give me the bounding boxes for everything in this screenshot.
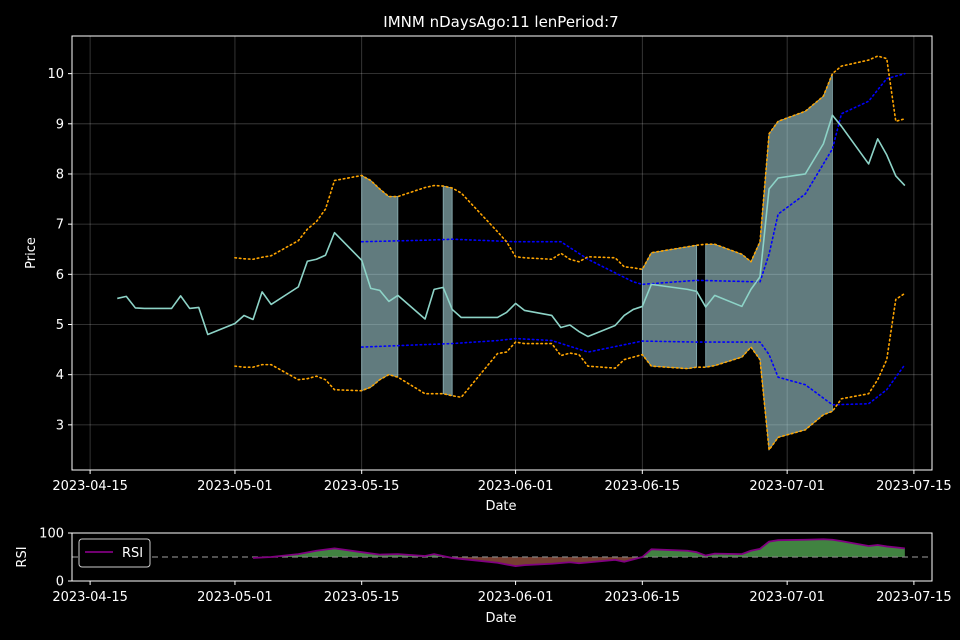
rsi-y-axis-label: RSI	[15, 546, 30, 567]
rsi-area-below	[253, 557, 905, 567]
band-fill	[705, 73, 833, 452]
band-fill	[442, 185, 453, 397]
price-line	[117, 114, 906, 338]
upper-line	[234, 55, 906, 271]
rsi-series	[253, 538, 905, 568]
price-x-tick-label: 2023-07-15	[876, 479, 952, 494]
rsi-x-axis-label: Date	[485, 611, 516, 626]
price-series	[117, 55, 906, 451]
price-y-tick-label: 3	[56, 418, 64, 433]
band-fill	[361, 174, 399, 392]
rsi-y-tick-label: 0	[56, 575, 64, 590]
price-y-axis-label: Price	[24, 237, 39, 269]
rsi-x-tick-label: 2023-04-15	[52, 590, 128, 605]
price-x-tick-label: 2023-07-01	[749, 479, 825, 494]
band-fill	[641, 244, 698, 370]
price-y-tick-label: 9	[56, 117, 64, 132]
price-x-tick-label: 2023-06-01	[478, 479, 554, 494]
price-y-tick-label: 8	[56, 167, 64, 182]
price-y-ticks: 3 4 5 6 7 8 9 10	[47, 67, 72, 433]
rsi-area-above	[253, 539, 905, 557]
price-x-tick-label: 2023-04-15	[52, 479, 128, 494]
price-plot-frame	[71, 35, 933, 471]
price-y-tick-label: 10	[47, 67, 64, 82]
price-x-tick-label: 2023-05-15	[324, 479, 400, 494]
price-y-tick-label: 6	[56, 268, 64, 283]
rsi-x-tick-label: 2023-06-01	[478, 590, 554, 605]
rsi-line	[253, 538, 905, 568]
rsi-x-ticks: 2023-04-15 2023-05-01 2023-05-15 2023-06-01…	[52, 581, 952, 605]
rsi-y-tick-label: 100	[39, 527, 64, 542]
price-x-tick-label: 2023-05-01	[197, 479, 273, 494]
rsi-legend-box	[78, 538, 151, 568]
price-y-tick-label: 7	[56, 218, 64, 233]
price-x-ticks: 2023-04-15 2023-05-01 2023-05-15 2023-06-01…	[52, 470, 952, 494]
price-y-tick-label: 4	[56, 368, 64, 383]
rsi-chart: 2023-04-15 2023-05-01 2023-05-15 2023-06-01…	[15, 527, 952, 627]
price-y-tick-label: 5	[56, 318, 64, 333]
rsi-x-tick-label: 2023-06-15	[605, 590, 681, 605]
rsi-x-tick-label: 2023-07-01	[749, 590, 825, 605]
chart-title: IMNM nDaysAgo:11 lenPeriod:7	[383, 13, 618, 31]
rsi-x-tick-label: 2023-07-15	[876, 590, 952, 605]
rsi-x-tick-label: 2023-05-15	[324, 590, 400, 605]
price-x-tick-label: 2023-06-15	[605, 479, 681, 494]
rsi-y-ticks: 0 100	[39, 527, 72, 590]
rsi-legend: RSI	[78, 538, 151, 568]
price-x-axis-label: Date	[485, 499, 516, 514]
rsi-x-tick-label: 2023-05-01	[197, 590, 273, 605]
rsi-legend-label: RSI	[122, 546, 143, 561]
mid-line	[360, 72, 906, 286]
price-chart: IMNM nDaysAgo:11 lenPeriod:7 2023-04-15 2…	[24, 13, 952, 514]
mid-line	[360, 337, 906, 406]
rsi-plot-frame	[71, 532, 933, 582]
rsi-areas	[253, 539, 905, 567]
lower-line	[234, 292, 906, 451]
